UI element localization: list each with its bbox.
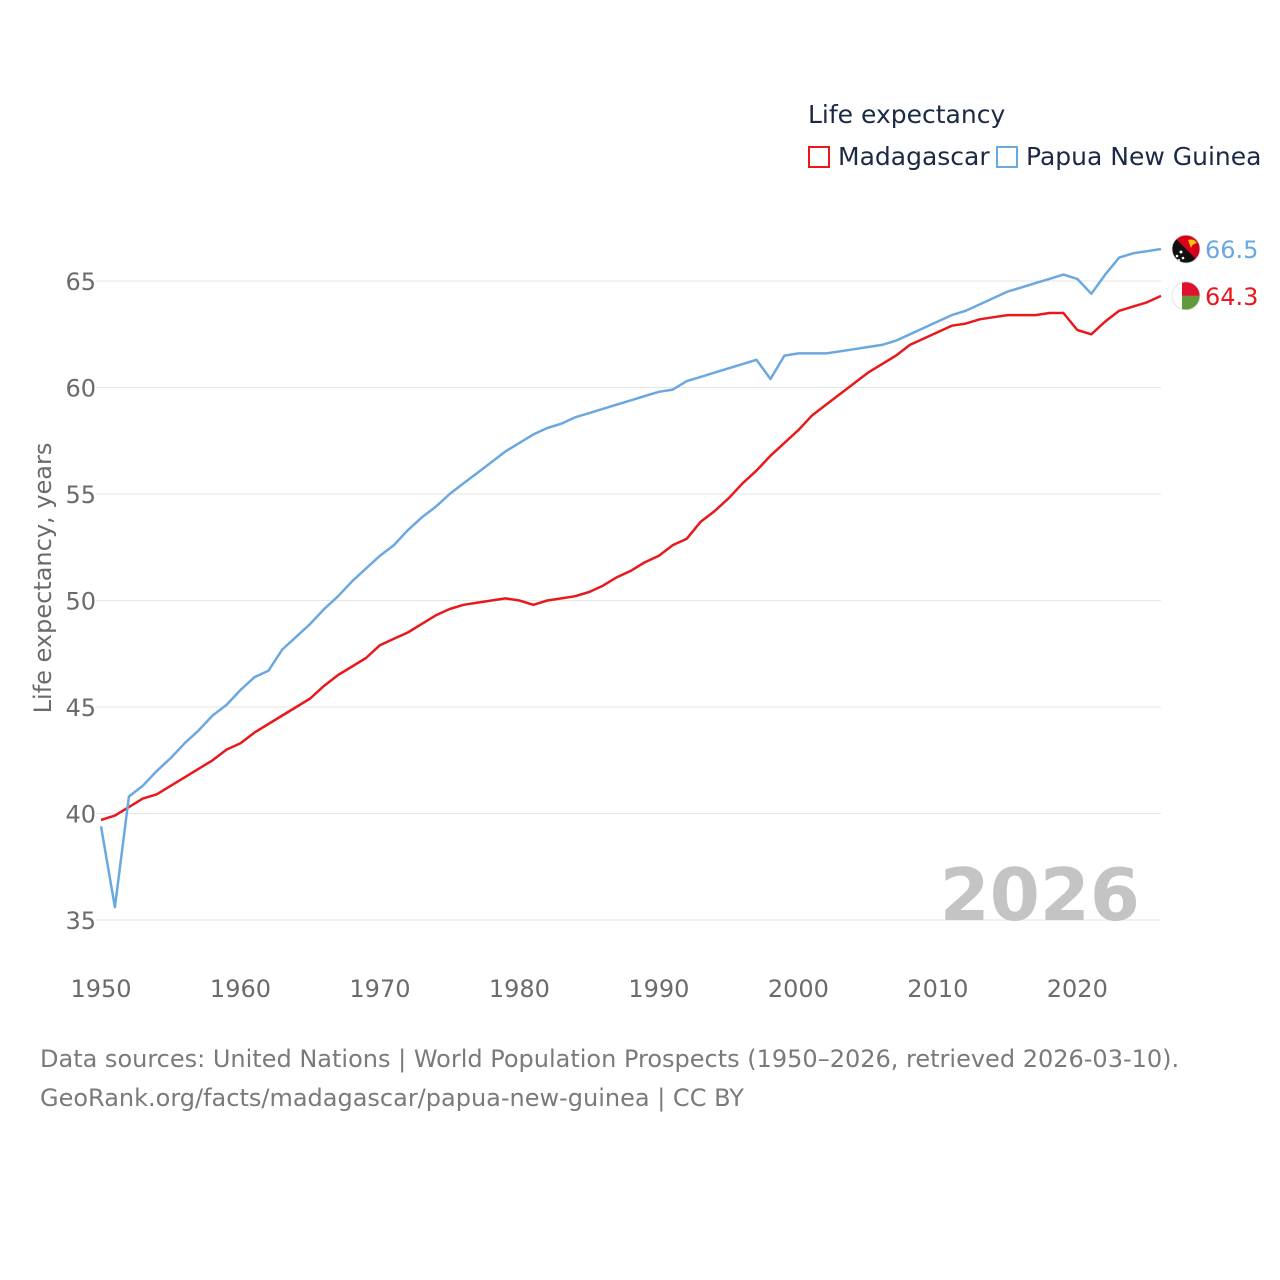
- y-axis-ticks: 35 40 45 50 55 60 65: [65, 268, 96, 935]
- x-tick-label-1970: 1970: [349, 975, 410, 1003]
- x-tick-label-2010: 2010: [907, 975, 968, 1003]
- end-value-label-papua-new-guinea: 66.5: [1205, 236, 1258, 264]
- x-axis-ticks: 1950 1960 1970 1980 1990 2000 2010 2020: [70, 975, 1107, 1003]
- x-tick-label-1950: 1950: [70, 975, 131, 1003]
- legend-label-madagascar: Madagascar: [838, 142, 990, 171]
- y-tick-label-55: 55: [65, 481, 96, 509]
- y-tick-label-60: 60: [65, 375, 96, 403]
- legend-title: Life expectancy: [808, 100, 1006, 129]
- series-line-madagascar: [100, 294, 1162, 822]
- year-watermark: 2026: [940, 853, 1140, 937]
- y-axis-label: Life expectancy, years: [29, 443, 57, 714]
- y-tick-label-40: 40: [65, 801, 96, 829]
- x-tick-label-2020: 2020: [1047, 975, 1108, 1003]
- y-tick-label-50: 50: [65, 588, 96, 616]
- x-tick-label-2000: 2000: [768, 975, 829, 1003]
- y-tick-label-45: 45: [65, 694, 96, 722]
- source-line-1: Data sources: United Nations | World Pop…: [40, 1045, 1180, 1073]
- series-lines: [99, 247, 1162, 909]
- papua-new-guinea-flag-icon: [1171, 234, 1201, 264]
- x-tick-label-1980: 1980: [489, 975, 550, 1003]
- series-end-markers: 64.3 66.5: [1171, 234, 1258, 311]
- legend-item-madagascar[interactable]: Madagascar: [808, 142, 990, 171]
- y-tick-label-65: 65: [65, 268, 96, 296]
- legend-swatch-madagascar: [808, 145, 830, 168]
- x-tick-label-1990: 1990: [628, 975, 689, 1003]
- gridlines: [96, 280, 1161, 921]
- end-value-label-madagascar: 64.3: [1205, 283, 1258, 311]
- x-tick-label-1960: 1960: [210, 975, 271, 1003]
- y-tick-label-35: 35: [65, 907, 96, 935]
- source-line-2[interactable]: GeoRank.org/facts/madagascar/papua-new-g…: [40, 1084, 744, 1112]
- series-line-papua-new-guinea: [99, 247, 1162, 909]
- legend-label-papua-new-guinea: Papua New Guinea: [1026, 142, 1262, 171]
- madagascar-flag-icon: [1171, 281, 1201, 311]
- legend-item-papua-new-guinea[interactable]: Papua New Guinea: [996, 142, 1261, 171]
- legend-swatch-papua-new-guinea: [996, 145, 1018, 168]
